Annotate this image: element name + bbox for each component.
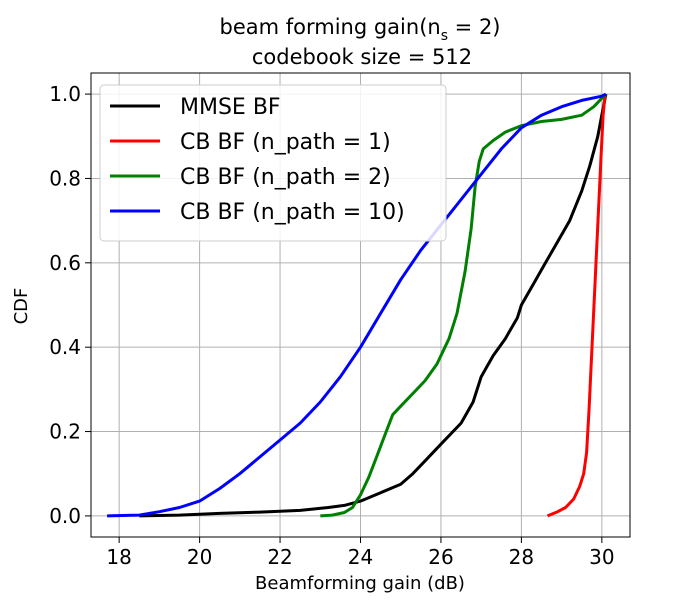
y-tick-label: 0.4 bbox=[49, 335, 81, 359]
series-line-1 bbox=[139, 93, 608, 518]
y-tick-label: 1.0 bbox=[49, 82, 81, 106]
x-ticks: 18 20 22 24 26 28 30 bbox=[106, 537, 615, 569]
x-tick-label: 28 bbox=[509, 545, 534, 569]
chart-title: beam forming gain(ns = 2) bbox=[219, 15, 500, 44]
series-line-3 bbox=[320, 93, 607, 518]
legend-label: MMSE BF bbox=[180, 95, 281, 120]
legend-label: CB BF (n_path = 10) bbox=[180, 200, 405, 225]
x-tick-label: 30 bbox=[589, 545, 614, 569]
series-lines bbox=[107, 92, 608, 518]
x-tick-label: 22 bbox=[267, 545, 292, 569]
x-axis-label: Beamforming gain (dB) bbox=[255, 573, 465, 594]
chart-subtitle: codebook size = 512 bbox=[252, 45, 472, 69]
y-axis-label: CDF bbox=[11, 288, 32, 325]
y-ticks: 0.0 0.2 0.4 0.6 0.8 1.0 bbox=[49, 82, 91, 528]
x-tick-label: 24 bbox=[348, 545, 373, 569]
y-tick-label: 0.0 bbox=[49, 504, 81, 528]
series-line-2 bbox=[546, 93, 607, 518]
y-tick-label: 0.2 bbox=[49, 420, 81, 444]
series-line-4 bbox=[107, 92, 607, 518]
x-tick-label: 20 bbox=[187, 545, 212, 569]
legend: MMSE BF CB BF (n_path = 1) CB BF (n_path =… bbox=[99, 84, 447, 242]
x-tick-label: 18 bbox=[106, 545, 131, 569]
y-tick-label: 0.6 bbox=[49, 251, 81, 275]
legend-box bbox=[99, 84, 447, 242]
x-tick-label: 26 bbox=[428, 545, 453, 569]
legend-label: CB BF (n_path = 2) bbox=[180, 165, 391, 190]
y-tick-label: 0.8 bbox=[49, 166, 81, 190]
legend-label: CB BF (n_path = 1) bbox=[180, 130, 391, 155]
